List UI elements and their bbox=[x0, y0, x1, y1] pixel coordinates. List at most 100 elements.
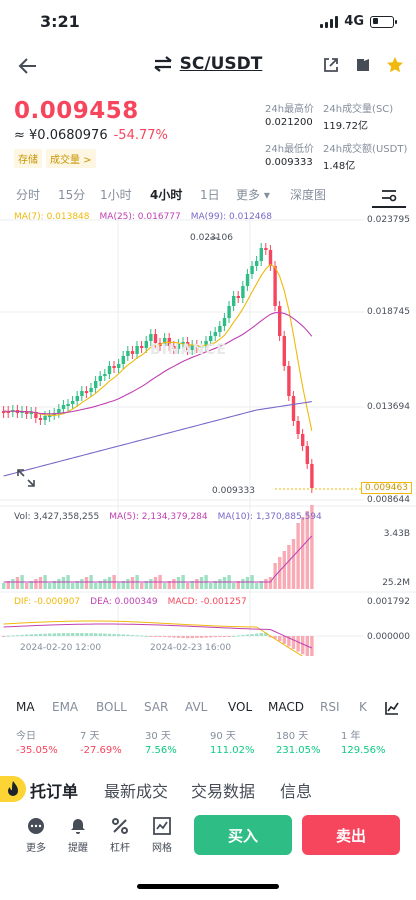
macd-bar bbox=[296, 636, 300, 652]
indicator-vol[interactable]: VOL bbox=[228, 700, 253, 714]
tab-trade-data[interactable]: 交易数据 bbox=[191, 782, 256, 801]
candle-body bbox=[34, 412, 38, 418]
candle-body bbox=[236, 296, 240, 298]
macd-bar bbox=[181, 636, 185, 639]
home-indicator bbox=[137, 884, 279, 889]
volume-bar bbox=[126, 579, 130, 589]
leverage-button[interactable]: 杠杆 bbox=[102, 817, 138, 854]
macd-bar bbox=[107, 633, 112, 636]
tab-4h[interactable]: 4小时 bbox=[150, 188, 183, 202]
macd-bar bbox=[255, 633, 259, 636]
more-label: 更多 bbox=[26, 843, 46, 854]
volume-bar bbox=[268, 577, 273, 589]
back-arrow-icon[interactable] bbox=[16, 54, 40, 78]
tab-depth[interactable]: 深度图 bbox=[290, 188, 327, 202]
tab-info[interactable]: 信息 bbox=[280, 782, 313, 801]
volume-bar bbox=[2, 583, 6, 589]
alert-button[interactable]: 提醒 bbox=[60, 817, 96, 854]
grid-label: 网格 bbox=[152, 843, 172, 854]
macd-bar bbox=[222, 636, 227, 637]
indicator-ma[interactable]: MA bbox=[16, 700, 35, 714]
price-cny: ≈ ¥0.0680976 bbox=[14, 128, 108, 143]
high-marker: 0.023106 bbox=[190, 233, 233, 243]
indicator-ema[interactable]: EMA bbox=[52, 700, 79, 714]
indicator-boll[interactable]: BOLL bbox=[96, 700, 127, 714]
macd-bar bbox=[176, 636, 181, 638]
volume-bar bbox=[84, 577, 89, 589]
indicator-macd[interactable]: MACD bbox=[268, 700, 304, 714]
price-change: -54.77% bbox=[113, 128, 168, 143]
section-tabs: 托订单 最新成交 交易数据 信息 bbox=[0, 776, 416, 804]
more-button[interactable]: 更多 bbox=[18, 817, 54, 854]
macd-bar bbox=[43, 633, 47, 636]
macd-bar bbox=[213, 636, 217, 638]
volume-bar bbox=[264, 579, 268, 589]
kline-chart[interactable]: BINANCE MA(7): 0.013848 MA(25): 0.016777… bbox=[0, 206, 416, 656]
candle-body bbox=[71, 401, 75, 404]
macd-bar bbox=[291, 636, 296, 649]
tab-more[interactable]: 更多 ▾ bbox=[236, 188, 270, 202]
macd-bar bbox=[273, 636, 277, 639]
dea-line bbox=[3, 623, 312, 649]
pair-selector[interactable]: SC/USDT bbox=[153, 54, 262, 74]
candle-body bbox=[2, 411, 6, 413]
sell-button[interactable]: 卖出 bbox=[302, 815, 400, 855]
indicator-sar[interactable]: SAR bbox=[144, 700, 169, 714]
bookmark-icon[interactable] bbox=[354, 56, 372, 74]
candle-body bbox=[75, 396, 79, 401]
macd-legend: DIF: -0.000907 DEA: 0.000349 MACD: -0.00… bbox=[14, 597, 247, 607]
volume-bar bbox=[172, 579, 176, 589]
macd-bar bbox=[15, 635, 20, 637]
tab-1d[interactable]: 1日 bbox=[200, 188, 220, 202]
vol-legend-total: Vol: 3,427,358,255 bbox=[14, 512, 100, 522]
tab-timeshare[interactable]: 分时 bbox=[16, 188, 41, 202]
indicator-k[interactable]: K bbox=[359, 700, 367, 714]
percent-icon bbox=[112, 818, 128, 834]
indicator-avl[interactable]: AVL bbox=[185, 700, 208, 714]
macd-bar bbox=[71, 633, 75, 636]
macd-bar bbox=[158, 636, 162, 637]
candle-body bbox=[181, 342, 185, 344]
macd-bar bbox=[227, 636, 231, 637]
tab-order-book[interactable]: 托订单 bbox=[30, 782, 79, 801]
fullscreen-icon[interactable] bbox=[16, 468, 36, 488]
candle-body bbox=[61, 405, 66, 409]
buy-button[interactable]: 买入 bbox=[194, 815, 292, 855]
candle-body bbox=[209, 336, 213, 341]
indicator-tabs: MA EMA BOLL SAR AVL VOL MACD RSI K bbox=[0, 700, 416, 718]
candle-body bbox=[190, 345, 194, 350]
volume-bar bbox=[296, 523, 300, 589]
grid-button[interactable]: 网格 bbox=[144, 817, 180, 854]
tab-1h[interactable]: 1小时 bbox=[100, 188, 132, 202]
volume-bar bbox=[107, 577, 112, 589]
share-icon[interactable] bbox=[322, 56, 340, 74]
candle-body bbox=[268, 250, 273, 266]
volume-bar bbox=[25, 583, 29, 589]
macd-bar bbox=[61, 633, 66, 636]
candle-body bbox=[204, 341, 208, 346]
volume-bar bbox=[144, 581, 148, 589]
indicator-rsi[interactable]: RSI bbox=[320, 700, 340, 714]
macd-bar bbox=[121, 634, 125, 636]
flame-icon bbox=[8, 781, 18, 796]
chart-settings-icon[interactable] bbox=[380, 186, 398, 204]
candle-body bbox=[232, 296, 236, 306]
tag-storage[interactable]: 存储 bbox=[14, 149, 42, 168]
macd-bar bbox=[84, 633, 89, 636]
macd-bar bbox=[75, 633, 79, 636]
volume-bar bbox=[130, 577, 135, 589]
indicator-settings-icon[interactable] bbox=[384, 700, 400, 716]
candle-body bbox=[140, 346, 144, 348]
candle-body bbox=[130, 351, 135, 354]
tab-latest-trades[interactable]: 最新成交 bbox=[104, 782, 169, 801]
stat-label: 24h最低价 bbox=[265, 144, 315, 155]
favorite-star-icon[interactable] bbox=[386, 56, 404, 74]
tag-volume[interactable]: 成交量 > bbox=[46, 149, 96, 168]
volume-bar bbox=[232, 583, 236, 589]
ma99-legend: MA(99): 0.012468 bbox=[190, 212, 272, 222]
macd-bar bbox=[167, 636, 171, 638]
tab-15m[interactable]: 15分 bbox=[58, 188, 86, 202]
status-bar: 3:21 4G bbox=[0, 0, 416, 44]
candle-body bbox=[117, 364, 121, 368]
macd-bar bbox=[245, 634, 250, 636]
